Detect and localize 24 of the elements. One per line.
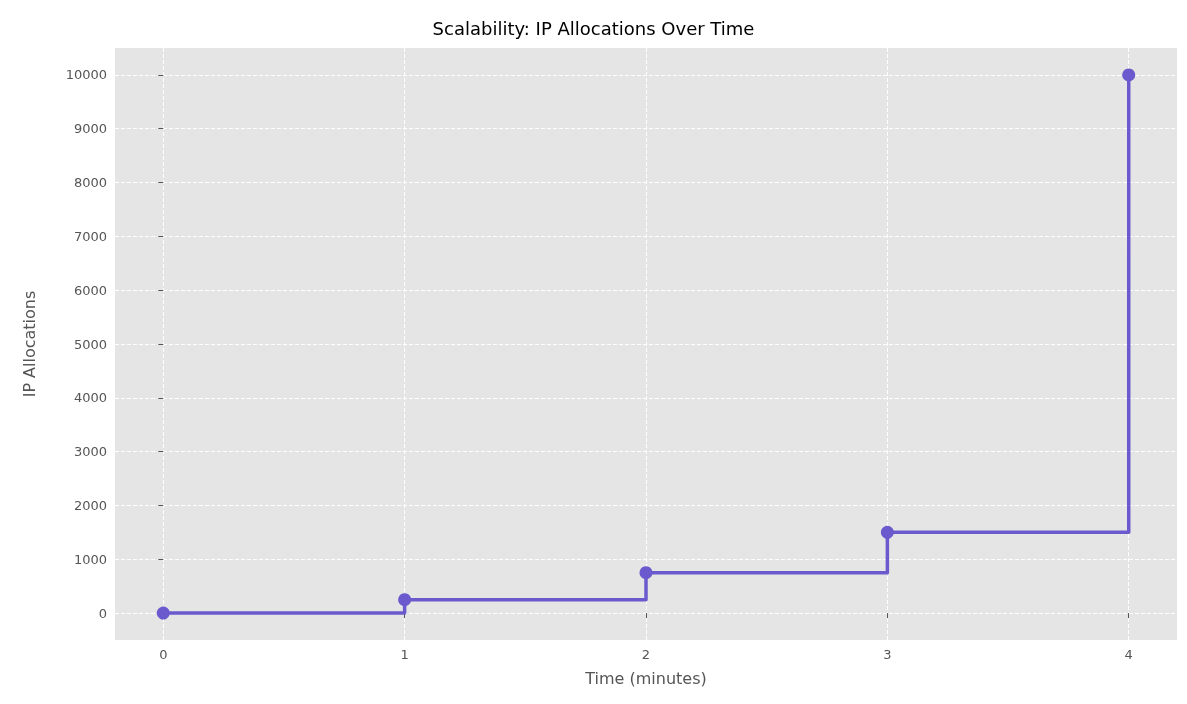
x-tick-label: 3 [883,647,892,662]
y-tick-label: 4000 [73,390,107,406]
y-tick-label: 0 [98,605,107,621]
y-tick-label: 8000 [73,175,107,191]
y-tick-label: 6000 [73,282,107,298]
point [639,566,653,580]
x-tick-label: 0 [159,647,168,662]
x-tick-label: 1 [400,647,409,662]
point [880,525,894,539]
y-tick-label: 1000 [73,551,107,567]
point [1122,68,1136,82]
y-tick-label: 3000 [73,444,107,460]
y-axis-title: IP Allocations [19,290,39,398]
chart-title: Scalability: IP Allocations Over Time [432,17,755,39]
y-tick-label: 5000 [73,336,107,352]
y-tick-label: 2000 [73,497,107,513]
x-tick-label: 4 [1124,647,1133,662]
x-axis-title: Time (minutes) [584,668,707,688]
point [156,606,170,620]
point [398,593,412,607]
x-tick-label: 2 [641,647,651,662]
y-tick-label: 10000 [65,67,107,83]
y-tick-label: 7000 [73,228,107,244]
y-tick-label: 9000 [73,121,107,137]
